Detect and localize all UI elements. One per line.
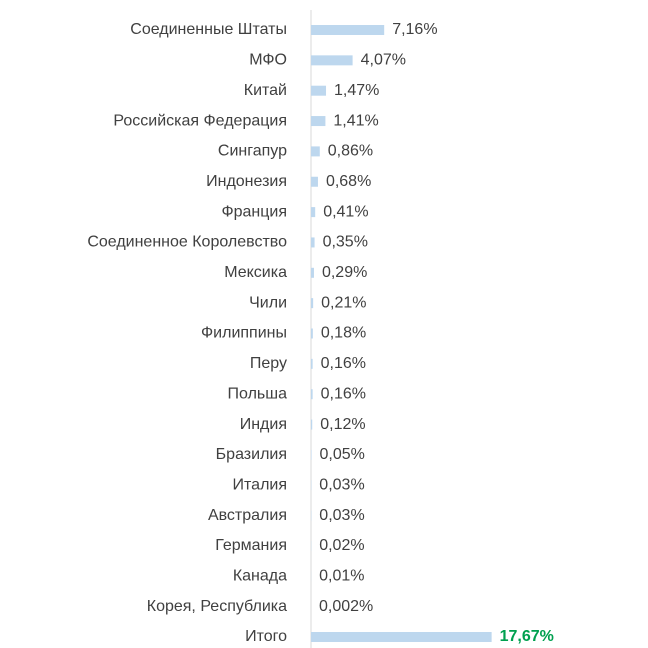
category-label: Мексика — [224, 264, 287, 281]
value-label: 0,03% — [319, 507, 364, 524]
value-label: 0,18% — [321, 325, 366, 342]
bar — [311, 389, 313, 400]
bar — [311, 298, 314, 309]
category-label: Канада — [233, 568, 287, 585]
value-label: 0,16% — [321, 385, 366, 402]
bar — [311, 207, 316, 218]
category-label: Франция — [221, 203, 287, 220]
value-label: 4,07% — [361, 52, 406, 69]
category-label: Российская Федерация — [113, 112, 287, 129]
category-label: Чили — [249, 294, 287, 311]
bar — [311, 419, 313, 430]
value-label: 0,03% — [319, 476, 364, 493]
value-label: 0,02% — [319, 537, 364, 554]
bar — [311, 146, 320, 157]
category-label: Польша — [228, 385, 288, 402]
bar — [311, 25, 385, 35]
bar — [311, 328, 313, 339]
category-label: Филиппины — [201, 325, 287, 342]
category-label: Индия — [240, 416, 287, 433]
category-label: МФО — [249, 52, 287, 69]
bar — [311, 358, 313, 369]
value-label: 0,05% — [320, 446, 365, 463]
value-label: 7,16% — [392, 21, 437, 38]
category-label: Сингапур — [218, 143, 287, 160]
category-label: Соединенные Штаты — [130, 21, 287, 38]
value-label: 0,16% — [321, 355, 366, 372]
value-label: 0,01% — [319, 568, 364, 585]
value-label: 0,21% — [321, 294, 366, 311]
value-label: 0,002% — [319, 598, 373, 615]
value-label: 0,35% — [323, 234, 368, 251]
bar — [311, 237, 315, 248]
category-label: Италия — [233, 476, 287, 493]
value-label: 17,67% — [500, 628, 554, 645]
category-label: Соединенное Королевство — [87, 234, 287, 251]
category-label: Итого — [245, 628, 287, 645]
bar — [311, 176, 318, 187]
value-label: 0,29% — [322, 264, 367, 281]
bar — [311, 85, 327, 96]
category-label: Бразилия — [216, 446, 287, 463]
category-label: Перу — [250, 355, 287, 372]
category-label: Германия — [215, 537, 287, 554]
value-label: 0,68% — [326, 173, 371, 190]
value-label: 0,41% — [323, 203, 368, 220]
bar — [311, 55, 353, 66]
value-label: 0,12% — [320, 416, 365, 433]
bar — [311, 116, 326, 127]
category-label: Корея, Республика — [147, 598, 287, 615]
category-label: Австралия — [208, 507, 287, 524]
value-label: 0,86% — [328, 143, 373, 160]
bar — [311, 449, 312, 460]
bar — [311, 267, 314, 278]
value-label: 1,41% — [333, 112, 378, 129]
value-label: 1,47% — [334, 82, 379, 99]
category-label: Китай — [244, 82, 287, 99]
category-label: Индонезия — [206, 173, 287, 190]
bar — [311, 632, 492, 642]
